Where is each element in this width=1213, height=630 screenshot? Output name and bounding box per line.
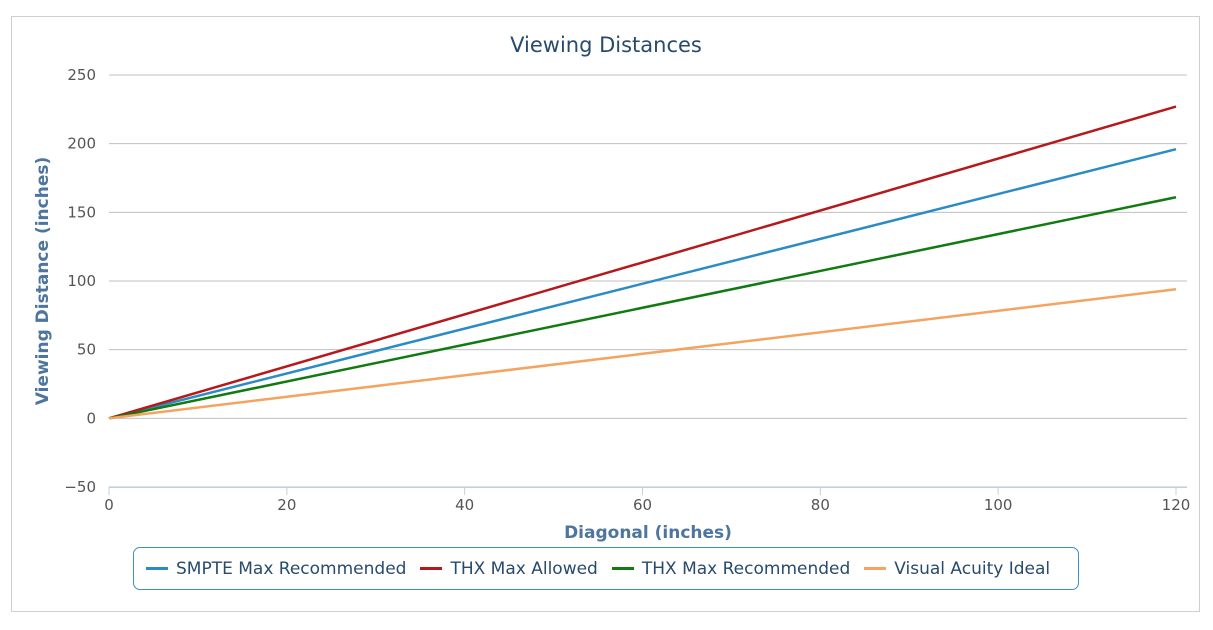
legend-swatch: [611, 567, 634, 570]
x-tick-label: 60: [633, 496, 652, 514]
x-tick-label: 20: [277, 496, 296, 514]
y-tick-label: −50: [64, 478, 96, 496]
legend-swatch: [146, 567, 168, 570]
x-tick-label: 40: [455, 496, 474, 514]
y-tick-label: 50: [77, 341, 96, 359]
y-tick-label: 150: [67, 203, 96, 221]
legend-swatch: [420, 567, 443, 570]
x-tick-label: 120: [1162, 496, 1191, 514]
series-line-4[interactable]: [108, 287, 1177, 420]
legend-item[interactable]: Visual Acuity Ideal: [864, 559, 1050, 579]
y-axis-ticks: −50 0 50 100 150 200 250: [64, 66, 96, 496]
legend-label: Visual Acuity Ideal: [894, 558, 1051, 579]
y-tick-label: 100: [67, 272, 96, 290]
y-tick-label: 250: [67, 66, 96, 84]
legend-label: SMPTE Max Recommended: [176, 558, 407, 579]
chart-legend: SMPTE Max Recommended THX Max Allowed THX …: [133, 547, 1079, 590]
x-axis-label: Diagonal (inches): [564, 523, 732, 543]
x-tick-label: 0: [104, 496, 114, 514]
series-line-1[interactable]: [108, 147, 1177, 420]
gridlines: [109, 74, 1187, 488]
legend-swatch: [864, 567, 887, 570]
legend-label: THX Max Recommended: [641, 558, 851, 579]
y-tick-label: 0: [86, 409, 96, 427]
series-lines: [108, 105, 1177, 420]
chart-frame: [11, 16, 1200, 612]
legend-label: THX Max Allowed: [450, 558, 598, 579]
legend-item[interactable]: SMPTE Max Recommended: [146, 559, 406, 579]
series-line-2[interactable]: [108, 105, 1177, 420]
x-axis-ticks: 0 20 40 60 80 100 120: [104, 487, 1190, 514]
legend-item[interactable]: THX Max Recommended: [611, 558, 851, 579]
x-tick-label: 100: [984, 496, 1013, 514]
series-line-3[interactable]: [108, 196, 1177, 420]
y-axis-label: Viewing Distance (inches): [33, 157, 53, 406]
x-tick-label: 80: [811, 496, 830, 514]
chart-title: Viewing Distances: [510, 33, 702, 57]
legend-item[interactable]: THX Max Allowed: [420, 558, 598, 579]
y-tick-label: 200: [67, 135, 96, 153]
